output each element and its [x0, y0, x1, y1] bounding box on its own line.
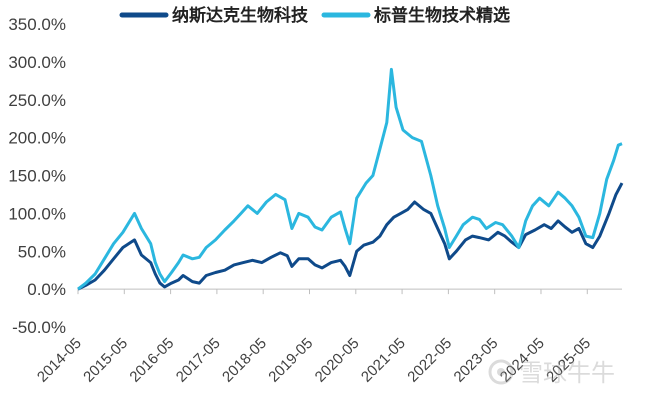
y-tick-label: 100.0% [8, 204, 66, 223]
legend: 纳斯达克生物科技 标普生物技术精选 [119, 5, 510, 25]
legend-label-nasdaq: 纳斯达克生物科技 [172, 5, 309, 25]
watermark-icon [488, 359, 514, 385]
y-tick-label: 50.0% [18, 242, 66, 261]
y-tick-label: 250.0% [8, 91, 66, 110]
x-tick-label: 2020-05 [312, 335, 363, 386]
x-tick-label: 2018-05 [219, 335, 270, 386]
x-tick-label: 2022-05 [404, 335, 455, 386]
x-tick-label: 2021-05 [358, 335, 409, 386]
y-tick-label: 150.0% [8, 167, 66, 186]
series-line-nasdaq-biotech [77, 182, 624, 291]
series-lines [77, 67, 624, 291]
watermark-text: 雪球牛牛 [519, 360, 615, 387]
x-tick-label: 2016-05 [126, 335, 177, 386]
watermark-logo: 雪球牛牛 [488, 359, 615, 387]
x-tick-label: 2019-05 [265, 335, 316, 386]
x-tick-label: 2015-05 [80, 335, 131, 386]
y-tick-label: 300.0% [8, 53, 66, 72]
x-tick-label: 2014-05 [34, 335, 85, 386]
y-tick-label: -50.0% [12, 318, 66, 337]
x-tick-label: 2017-05 [173, 335, 224, 386]
series-line-sp-biotech [77, 67, 623, 291]
y-axis-ticks: 350.0% 300.0% 250.0% 200.0% 150.0% 100.0% 50.0… [8, 15, 66, 337]
y-tick-label: 350.0% [8, 15, 66, 34]
y-tick-label: 0.0% [27, 280, 66, 299]
y-tick-label: 200.0% [8, 129, 66, 148]
legend-label-sp: 标普生物技术精选 [374, 5, 510, 25]
